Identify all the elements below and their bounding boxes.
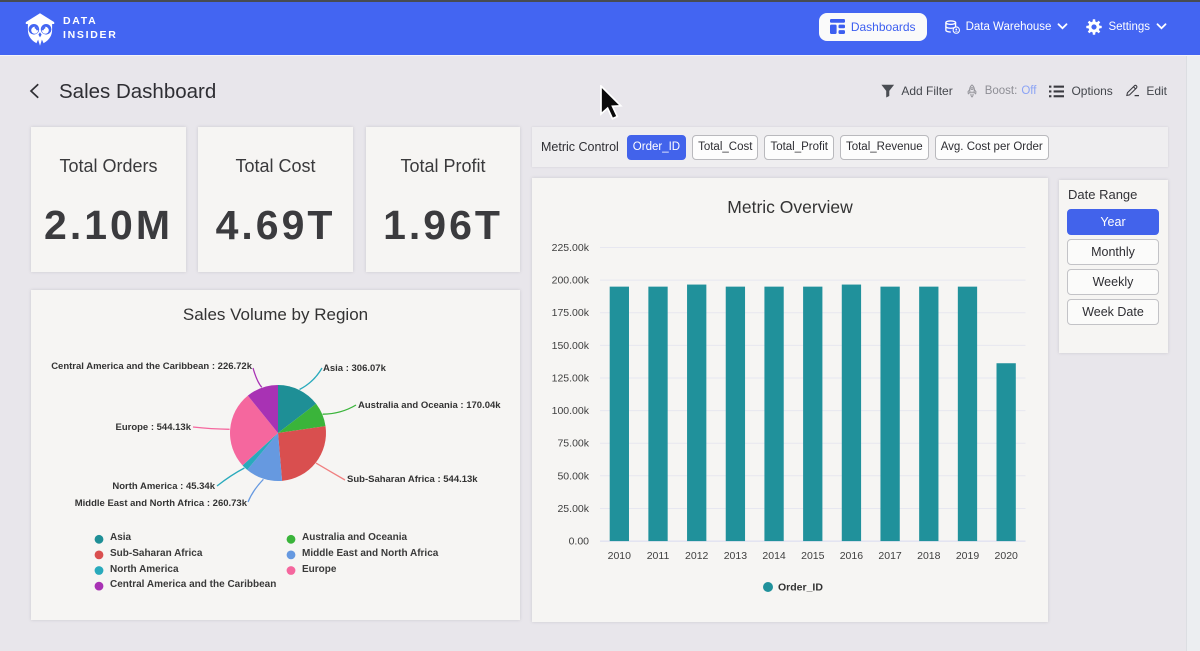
svg-text:2011: 2011 [647,550,670,562]
svg-text:2020: 2020 [995,550,1019,562]
svg-text:225.00k: 225.00k [552,242,590,254]
svg-text:2017: 2017 [878,550,902,562]
svg-text:Order_ID: Order_ID [778,582,823,594]
svg-text:200.00k: 200.00k [552,275,590,287]
svg-text:2016: 2016 [840,550,864,562]
svg-text:2015: 2015 [801,550,825,562]
svg-text:2012: 2012 [685,550,709,562]
svg-text:2013: 2013 [724,550,748,562]
svg-text:150.00k: 150.00k [552,340,590,352]
svg-text:25.00k: 25.00k [557,503,589,515]
svg-text:75.00k: 75.00k [557,438,589,450]
svg-text:2018: 2018 [917,550,941,562]
svg-text:125.00k: 125.00k [552,373,590,385]
svg-text:2014: 2014 [762,550,786,562]
svg-text:0.00: 0.00 [569,536,590,548]
svg-text:175.00k: 175.00k [552,307,590,319]
svg-text:2010: 2010 [608,550,632,562]
svg-text:50.00k: 50.00k [557,470,589,482]
svg-text:2019: 2019 [956,550,980,562]
svg-text:100.00k: 100.00k [552,405,590,417]
